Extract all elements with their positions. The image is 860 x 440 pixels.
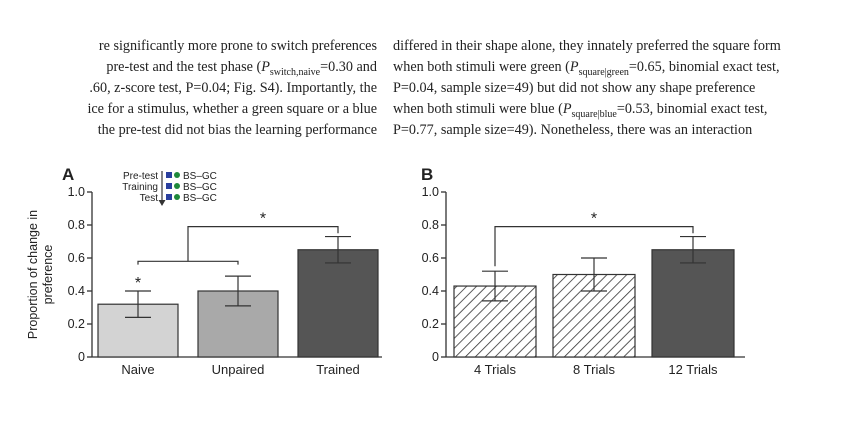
- circle-stimulus-icon: [174, 183, 180, 189]
- text-line: .60, z-score test, P=0.04; Fig. S4). Imp…: [89, 80, 377, 96]
- square-stimulus-icon: [166, 194, 172, 200]
- body-text-right-column: differed in their shape alone, they inna…: [393, 36, 860, 141]
- y-tick-label: 0.2: [68, 317, 85, 331]
- y-axis-label: preference: [41, 245, 55, 305]
- y-tick-label: 0.8: [68, 218, 85, 232]
- legend-stimulus-label: BS–GC: [183, 193, 217, 204]
- panel-label: A: [62, 165, 74, 184]
- text-line: P=0.77, sample size=49). Nonetheless, th…: [393, 122, 753, 138]
- legend-phase-label: Pre-test: [123, 171, 158, 182]
- text-line: when both stimuli were blue (Psquare|blu…: [393, 101, 768, 120]
- y-tick-label: 0.8: [422, 218, 439, 232]
- circle-stimulus-icon: [174, 172, 180, 178]
- bar: [651, 249, 735, 358]
- legend-stimulus-label: BS–GC: [183, 182, 217, 193]
- x-tick-label: Naive: [121, 362, 154, 377]
- y-tick-label: 0.6: [422, 251, 439, 265]
- y-tick-label: 0.4: [422, 284, 439, 298]
- y-tick-label: 0.6: [68, 251, 85, 265]
- significance-bracket: [494, 226, 694, 267]
- x-tick-label: Unpaired: [212, 362, 265, 377]
- square-stimulus-icon: [166, 172, 172, 178]
- y-tick-label: 1.0: [422, 185, 439, 199]
- y-tick-label: 0: [78, 350, 85, 364]
- text-line: when both stimuli were green (Psquare|gr…: [393, 59, 780, 78]
- protocol-legend: Pre-test BS–GC Training BS–GC Test BS–GC: [122, 171, 217, 206]
- significance-bracket-group: [137, 260, 239, 265]
- text-line: P=0.04, sample size=49) but did not show…: [393, 80, 756, 96]
- bar: [297, 249, 379, 358]
- text-line: the pre-test did not bias the learning p…: [97, 122, 377, 138]
- significance-star: *: [260, 211, 266, 228]
- chart-panel-a: A 0 0.2 0.4 0.6 0.8 1.0 Proportion of change in…: [26, 165, 382, 377]
- text-line: ice for a stimulus, whether a green squa…: [87, 101, 377, 117]
- significance-bracket: [187, 226, 339, 262]
- square-stimulus-icon: [166, 183, 172, 189]
- x-tick-label: 4 Trials: [474, 362, 516, 377]
- chart-panel-b: B 0 0.2 0.4 0.6 0.8 1.0 4 Trials 8 Trials 12 Tria…: [421, 165, 745, 377]
- legend-stimulus-label: BS–GC: [183, 171, 217, 182]
- circle-stimulus-icon: [174, 194, 180, 200]
- text-line: pre-test and the test phase (Pswitch,nai…: [106, 59, 377, 78]
- significance-star: *: [135, 275, 141, 292]
- y-tick-label: 0.4: [68, 284, 85, 298]
- y-axis-label: Proportion of change in: [26, 210, 40, 339]
- legend-phase-label: Training: [122, 182, 158, 193]
- x-tick-label: 8 Trials: [573, 362, 615, 377]
- y-tick-label: 0.2: [422, 317, 439, 331]
- body-text-left-column: re significantly more prone to switch pr…: [0, 36, 377, 141]
- legend-phase-label: Test: [140, 193, 159, 204]
- text-line: re significantly more prone to switch pr…: [98, 38, 377, 54]
- y-tick-label: 1.0: [68, 185, 85, 199]
- x-tick-label: 12 Trials: [668, 362, 718, 377]
- y-tick-label: 0: [432, 350, 439, 364]
- panel-label: B: [421, 165, 433, 184]
- text-line: differed in their shape alone, they inna…: [393, 38, 781, 54]
- x-tick-label: Trained: [316, 362, 360, 377]
- significance-star: *: [591, 211, 597, 228]
- timeline-arrow-head: [158, 200, 166, 206]
